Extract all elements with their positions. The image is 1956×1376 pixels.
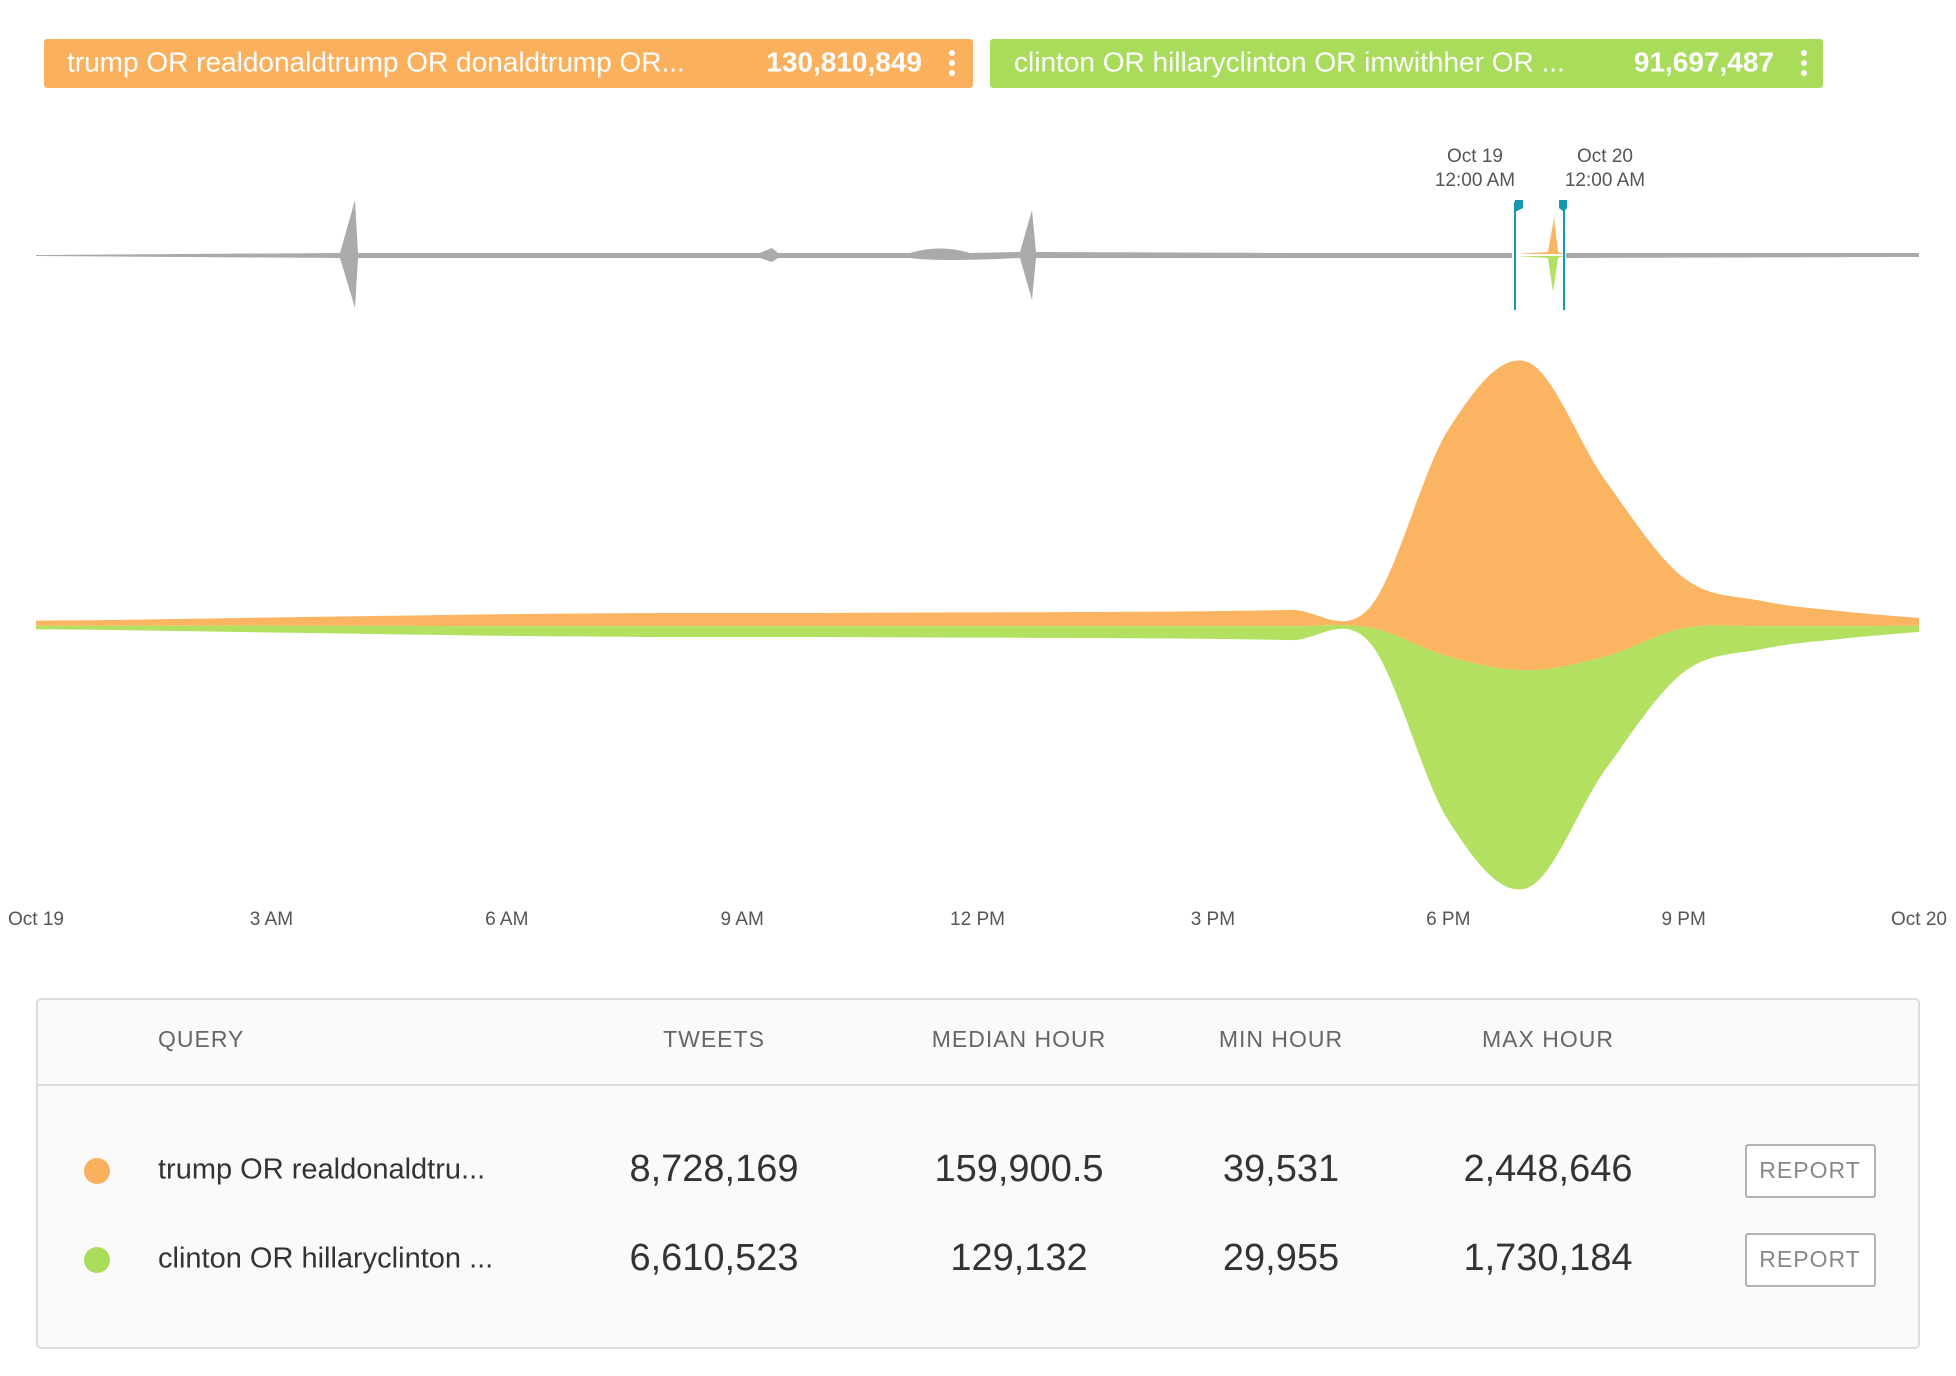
minimap-stream [1566, 253, 1919, 258]
x-tick-label: 9 AM [720, 909, 763, 930]
table-number: 2,448,646 [1463, 1148, 1632, 1190]
table-number: 6,610,523 [629, 1237, 798, 1279]
kebab-menu[interactable] [949, 50, 955, 76]
column-header: QUERY [158, 1026, 244, 1052]
column-header: MAX HOUR [1482, 1026, 1614, 1052]
stream-area [36, 624, 1919, 890]
x-tick-label: 3 AM [250, 909, 293, 930]
minimap-trump [1516, 218, 1564, 254]
x-tick-label: Oct 19 [8, 909, 64, 930]
x-tick-label: 9 PM [1661, 909, 1705, 930]
report-button[interactable]: REPORT [1745, 1144, 1876, 1198]
kebab-menu[interactable] [1801, 50, 1807, 76]
x-tick-label: 6 PM [1426, 909, 1470, 930]
brush-label: Oct 20 [1577, 146, 1633, 167]
stream-area [36, 360, 1919, 671]
table-number: 39,531 [1223, 1148, 1339, 1190]
series-dot [84, 1247, 110, 1273]
report-button[interactable]: REPORT [1745, 1233, 1876, 1287]
button-label: REPORT [1759, 1246, 1860, 1272]
table-number: 1,730,184 [1463, 1237, 1632, 1279]
chip-bg [44, 39, 973, 88]
brush-flag [1559, 200, 1567, 212]
table-number: 8,728,169 [629, 1148, 798, 1190]
table: QUERY TWEETS MEDIAN HOUR MIN HOUR MAX HOUR tr… [84, 1026, 1876, 1287]
minimap[interactable]: Oct 19 12:00 AM Oct 20 12:00 AM [36, 146, 1919, 310]
series-dot [84, 1158, 110, 1184]
button-label: REPORT [1759, 1157, 1860, 1183]
table-number: 159,900.5 [934, 1148, 1103, 1190]
table-number: 29,955 [1223, 1237, 1339, 1279]
button-bg [1745, 1233, 1876, 1287]
chip-total: 130,810,849 [766, 46, 922, 77]
x-tick-label: 3 PM [1191, 909, 1235, 930]
brush-label: 12:00 AM [1565, 170, 1645, 191]
chip-bg [990, 39, 1823, 88]
table-number: 129,132 [950, 1237, 1087, 1279]
query-chip[interactable]: trump OR realdonaldtrump OR donaldtrump … [44, 39, 973, 88]
brush-label: 12:00 AM [1435, 170, 1515, 191]
x-tick-label: 12 PM [950, 909, 1005, 930]
button-bg [1745, 1144, 1876, 1198]
chip-label: clinton OR hillaryclinton OR imwithher O… [1014, 46, 1565, 77]
column-header: MEDIAN HOUR [932, 1026, 1107, 1052]
column-header: MIN HOUR [1219, 1026, 1343, 1052]
chip-label: trump OR realdonaldtrump OR donaldtrump … [67, 46, 685, 77]
chip-total: 91,697,487 [1634, 46, 1774, 77]
minimap-stream [36, 200, 1512, 308]
column-header: TWEETS [663, 1026, 765, 1052]
query-name: clinton OR hillaryclinton ... [158, 1243, 493, 1275]
minimap-clinton [1516, 256, 1564, 292]
brush-flag [1515, 200, 1523, 212]
x-tick-label: Oct 20 [1891, 909, 1947, 930]
query-name: trump OR realdonaldtru... [158, 1154, 485, 1186]
x-tick-label: 6 AM [485, 909, 528, 930]
table-panel [36, 998, 1920, 1349]
query-chip[interactable]: clinton OR hillaryclinton OR imwithher O… [990, 39, 1823, 88]
brush-label: Oct 19 [1447, 146, 1503, 167]
